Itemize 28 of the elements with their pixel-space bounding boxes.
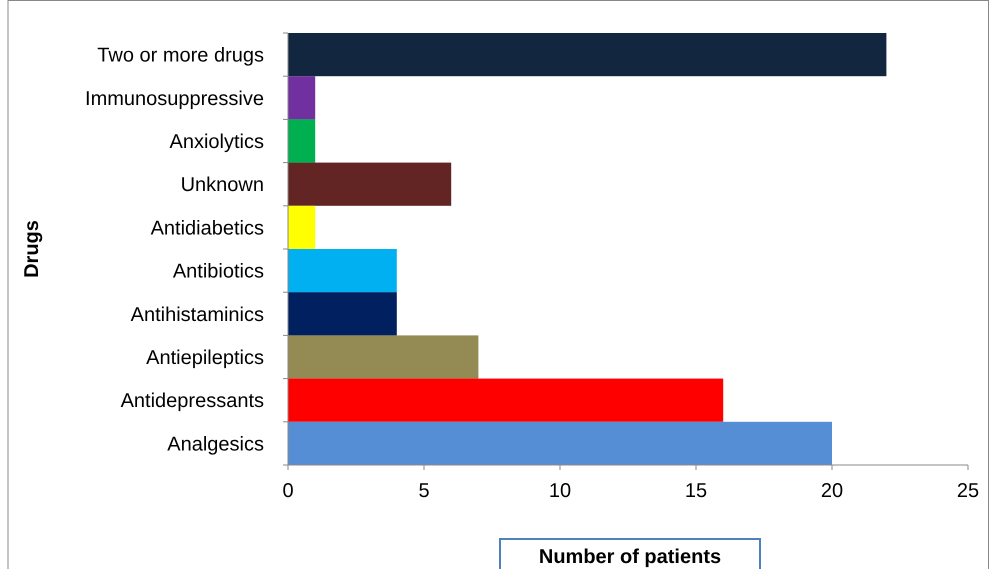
y-tick-label: Antidiabetics bbox=[150, 217, 264, 240]
bar bbox=[288, 162, 452, 206]
y-tick-label: Anxiolytics bbox=[170, 131, 264, 153]
x-axis-title: Number of patients bbox=[538, 546, 722, 568]
x-tick-label: 5 bbox=[418, 480, 430, 502]
bar bbox=[288, 249, 397, 292]
x-tick-label: 10 bbox=[548, 480, 572, 502]
x-tick-label: 25 bbox=[956, 480, 980, 502]
bar bbox=[288, 292, 397, 336]
bar bbox=[288, 33, 886, 76]
bar bbox=[288, 422, 832, 465]
x-tick-label: 15 bbox=[684, 480, 708, 502]
y-tick-label: Antibiotics bbox=[172, 260, 264, 283]
bar bbox=[288, 335, 478, 379]
bar bbox=[288, 119, 316, 163]
y-tick-label: Antihistaminics bbox=[130, 304, 264, 326]
y-tick-label: Antiepileptics bbox=[146, 347, 264, 369]
y-tick-label: Antidepressants bbox=[120, 390, 264, 412]
x-tick-label: 20 bbox=[820, 480, 844, 502]
bar bbox=[288, 76, 316, 120]
y-tick-label: Analgesics bbox=[167, 433, 264, 456]
bar bbox=[288, 206, 316, 249]
y-tick-label: Immunosuppressive bbox=[85, 88, 264, 110]
y-axis-title: Drugs bbox=[21, 220, 43, 278]
y-tick-label: Unknown bbox=[180, 174, 264, 196]
bar bbox=[288, 378, 724, 422]
x-tick-label: 0 bbox=[282, 480, 294, 502]
y-tick-label: Two or more drugs bbox=[97, 44, 264, 67]
